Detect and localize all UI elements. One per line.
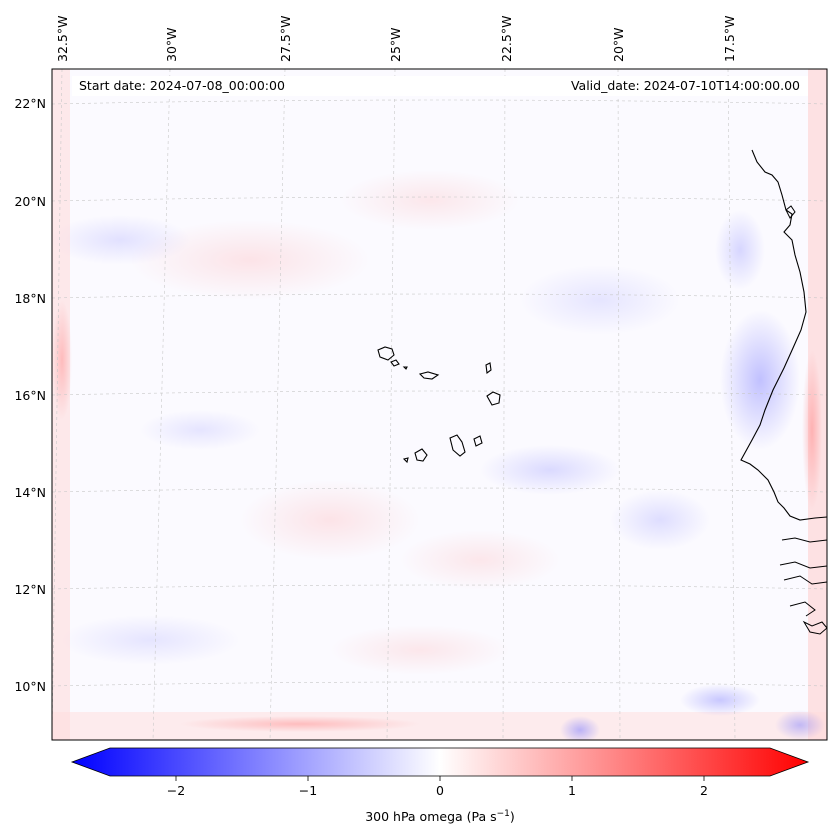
lat-label-18n: 18°N bbox=[14, 291, 46, 306]
latitude-labels: 22°N 20°N 18°N 16°N 14°N 12°N 10°N bbox=[14, 96, 46, 694]
valid-date-label: Valid_date: 2024-07-10T14:00:00.00 bbox=[571, 78, 800, 93]
map-gridlines bbox=[52, 69, 827, 740]
lat-label-14n: 14°N bbox=[14, 485, 46, 500]
lon-label-22-5w: 22.5°W bbox=[499, 16, 514, 62]
island-santa-luzia bbox=[402, 366, 408, 370]
lon-label-27-5w: 27.5°W bbox=[278, 16, 293, 62]
colorbar-label: 300 hPa omega (Pa s−1) bbox=[365, 809, 515, 824]
lon-label-17-5w: 17.5°W bbox=[722, 16, 737, 62]
lat-label-20n: 20°N bbox=[14, 194, 46, 209]
map-panel: Start date: 2024-07-08_00:00:00 Valid_da… bbox=[51, 68, 828, 741]
colorbar-tick-label: 2 bbox=[700, 783, 708, 798]
header-band bbox=[72, 76, 808, 96]
island-maio bbox=[473, 435, 483, 447]
island-sal bbox=[485, 362, 492, 375]
island-brava bbox=[402, 457, 409, 464]
colorbar: −2 −1 0 1 2 300 hPa omega (Pa s−1) bbox=[70, 747, 810, 824]
island-fogo bbox=[414, 448, 428, 462]
lat-label-22n: 22°N bbox=[14, 96, 46, 111]
cape-verde-islands bbox=[377, 346, 501, 464]
coast-inlet bbox=[785, 205, 796, 219]
island-santo-antao bbox=[377, 346, 395, 361]
colorbar-tick-label: 0 bbox=[436, 783, 444, 798]
lon-label-25w: 25°W bbox=[388, 27, 403, 62]
lon-label-32-5w: 32.5°W bbox=[55, 16, 70, 62]
island-sao-vicente bbox=[390, 359, 400, 367]
lat-label-16n: 16°N bbox=[14, 388, 46, 403]
guinea-coast-islands bbox=[779, 537, 828, 635]
island-boa-vista bbox=[486, 391, 501, 406]
omega-field bbox=[52, 69, 827, 740]
colorbar-gradient bbox=[70, 747, 810, 777]
colorbar-ticks: −2 −1 0 1 2 bbox=[167, 776, 708, 798]
lon-label-20w: 20°W bbox=[611, 27, 626, 62]
longitude-labels: 32.5°W 30°W 27.5°W 25°W 22.5°W 20°W 17.5… bbox=[55, 16, 737, 62]
map-frame bbox=[51, 68, 828, 741]
colorbar-tick-label: 1 bbox=[568, 783, 576, 798]
island-sao-nicolau bbox=[418, 371, 440, 380]
start-date-label: Start date: 2024-07-08_00:00:00 bbox=[79, 78, 285, 93]
west-africa-coastline bbox=[740, 149, 828, 521]
lat-label-12n: 12°N bbox=[14, 582, 46, 597]
lat-label-10n: 10°N bbox=[14, 679, 46, 694]
colorbar-tick-label: −2 bbox=[167, 783, 185, 798]
lon-label-30w: 30°W bbox=[164, 27, 179, 62]
colorbar-tick-label: −1 bbox=[299, 783, 317, 798]
island-santiago bbox=[449, 434, 466, 457]
